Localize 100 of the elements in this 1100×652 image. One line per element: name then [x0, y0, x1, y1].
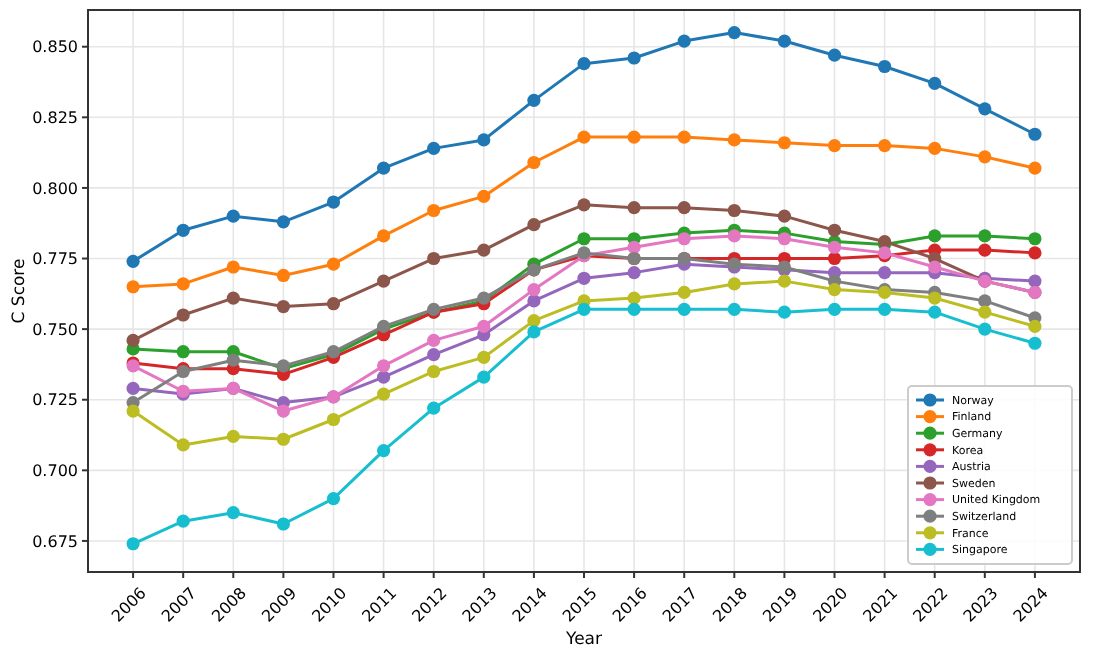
point	[577, 232, 591, 246]
point	[878, 302, 892, 316]
point	[627, 130, 641, 144]
point	[477, 189, 491, 203]
point	[427, 203, 441, 218]
point	[377, 370, 391, 384]
point	[1028, 336, 1042, 350]
point	[527, 325, 541, 339]
point	[727, 229, 741, 243]
point	[527, 218, 541, 232]
point	[1028, 161, 1042, 175]
point	[1028, 232, 1042, 246]
point	[226, 209, 240, 223]
point	[427, 333, 441, 348]
point	[427, 364, 441, 379]
y-tick-label: 0.675	[32, 532, 78, 551]
point	[377, 359, 391, 373]
point	[176, 514, 190, 528]
point	[627, 240, 641, 254]
point	[928, 260, 942, 274]
point	[777, 209, 791, 223]
point	[677, 232, 691, 246]
point	[126, 333, 140, 348]
point	[727, 277, 741, 291]
point	[577, 302, 591, 316]
point	[527, 294, 541, 308]
point	[577, 198, 591, 212]
point	[427, 141, 441, 155]
point	[176, 277, 190, 291]
point	[226, 429, 240, 444]
point	[527, 283, 541, 297]
point	[126, 280, 140, 294]
point	[777, 136, 791, 150]
point	[1028, 246, 1042, 260]
point	[527, 93, 541, 107]
point	[777, 274, 791, 288]
y-tick-label: 0.850	[32, 38, 78, 57]
point	[226, 260, 240, 274]
point	[627, 291, 641, 305]
point	[827, 48, 842, 62]
point	[377, 161, 391, 175]
point	[276, 517, 290, 531]
point	[978, 243, 992, 257]
point	[1028, 319, 1042, 333]
point	[827, 283, 842, 297]
point	[377, 443, 391, 458]
point	[276, 432, 290, 446]
point	[477, 243, 491, 257]
y-tick-label: 0.750	[32, 320, 78, 339]
y-tick-label: 0.700	[32, 461, 78, 480]
point	[477, 350, 491, 364]
point	[326, 257, 341, 271]
point	[126, 537, 140, 551]
point	[928, 305, 942, 319]
point	[377, 274, 391, 288]
point	[326, 297, 341, 311]
point	[527, 155, 541, 170]
point	[427, 401, 441, 415]
point	[1028, 274, 1042, 288]
point	[276, 404, 290, 418]
point	[276, 299, 290, 314]
point	[777, 305, 791, 319]
point	[326, 491, 341, 506]
point	[427, 251, 441, 266]
point	[276, 268, 290, 283]
point	[577, 130, 591, 144]
point	[928, 76, 942, 91]
point	[477, 370, 491, 384]
x-axis-title: Year	[564, 630, 603, 650]
point	[126, 404, 140, 418]
point	[226, 353, 240, 367]
y-tick-label: 0.775	[32, 250, 78, 269]
point	[276, 215, 290, 229]
point	[126, 381, 140, 396]
point	[126, 254, 140, 268]
point	[978, 294, 992, 308]
point	[727, 133, 741, 147]
point	[878, 59, 892, 74]
point	[176, 438, 190, 452]
point	[978, 229, 992, 243]
point	[727, 302, 741, 316]
point	[377, 387, 391, 401]
point	[677, 285, 691, 299]
point	[377, 229, 391, 243]
point	[326, 412, 341, 427]
point	[928, 141, 942, 155]
point	[627, 201, 641, 215]
point	[427, 347, 441, 362]
point	[677, 302, 691, 316]
point	[226, 506, 240, 520]
point	[176, 345, 190, 359]
point	[928, 291, 942, 305]
y-tick-label: 0.725	[32, 391, 78, 410]
point	[627, 302, 641, 316]
point	[978, 322, 992, 336]
point	[477, 319, 491, 333]
point	[627, 51, 641, 65]
point	[777, 34, 791, 48]
point	[978, 102, 992, 116]
point	[827, 223, 842, 237]
